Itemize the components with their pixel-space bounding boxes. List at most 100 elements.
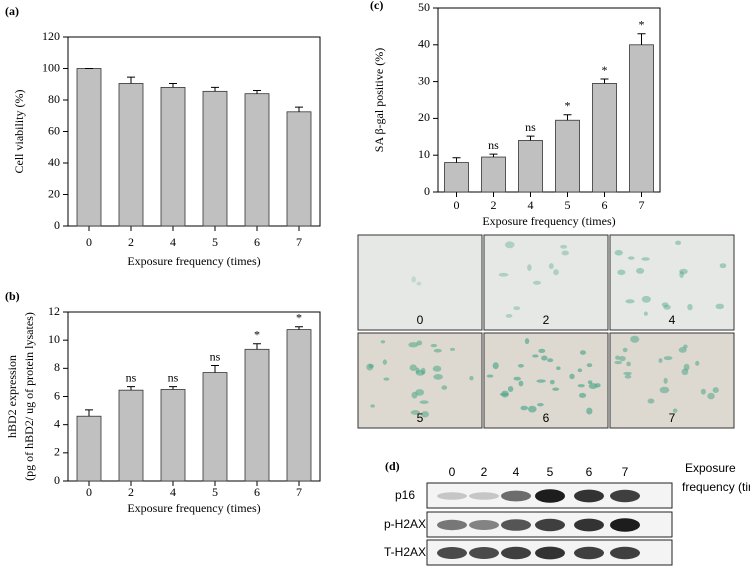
blot-band (469, 492, 499, 500)
stained-cell (715, 303, 725, 310)
error-bar (85, 409, 93, 417)
stained-cell (641, 295, 651, 303)
significance-label: * (254, 327, 260, 341)
stained-cell (659, 386, 670, 394)
blot-band (610, 518, 640, 532)
stained-cell (504, 241, 515, 249)
y-tick-label: 0 (54, 473, 60, 487)
stained-cell (507, 385, 514, 392)
y-tick-label: 80 (48, 92, 60, 106)
blot-band (437, 519, 467, 531)
y-tick-label: 8 (54, 360, 60, 374)
blot-band (610, 489, 640, 503)
stained-cell (577, 368, 583, 373)
micrograph-image (609, 332, 735, 429)
x-tick-label: 5 (212, 485, 218, 499)
stained-cell (553, 269, 559, 276)
bar (286, 111, 312, 227)
stained-cell (594, 383, 601, 388)
x-tick-label: 2 (128, 235, 134, 249)
stained-cell (450, 347, 456, 351)
bar (286, 329, 312, 482)
stained-cell (675, 240, 682, 246)
y-tick-label: 30 (418, 73, 430, 87)
x-tick-label: 4 (170, 235, 176, 249)
bar (202, 90, 228, 227)
y-tick-label: 12 (48, 304, 60, 318)
blot-band (437, 547, 467, 559)
error-bar (452, 157, 461, 163)
x-axis-label: Exposure frequency (times) (127, 501, 260, 515)
stained-cell (681, 368, 689, 376)
micrograph-image (357, 234, 483, 331)
stained-cell (643, 311, 648, 316)
stained-cell (527, 264, 532, 271)
micrograph-label: 0 (417, 313, 424, 327)
x-tick-label: 6 (602, 198, 608, 212)
protein-label: p-H2AX (384, 517, 426, 531)
micrograph-label: 2 (543, 313, 550, 327)
x-tick-label: 0 (454, 198, 460, 212)
bar (76, 68, 102, 227)
error-bar (253, 90, 261, 94)
stained-cell (433, 374, 443, 380)
bar (118, 83, 144, 227)
bar (76, 415, 102, 482)
y-axis-label: hBD2 expression (5, 355, 19, 438)
stained-cell (538, 348, 546, 354)
y-tick-label: 20 (418, 110, 430, 124)
stained-cell (700, 388, 706, 395)
y-tick-label: 10 (48, 332, 60, 346)
stained-cell (528, 405, 537, 413)
stained-cell (625, 299, 635, 304)
x-tick-label: 5 (565, 198, 571, 212)
significance-label: * (602, 63, 608, 77)
error-bar (169, 82, 177, 88)
stained-cell (517, 363, 524, 368)
stained-cell (501, 390, 509, 398)
error-bar (637, 33, 646, 45)
bar (202, 372, 228, 482)
micrograph: 0 (357, 234, 483, 331)
error-bar (295, 326, 303, 330)
error-bar (489, 153, 498, 158)
stained-cell (370, 404, 375, 408)
bar (118, 389, 144, 482)
stained-cell (636, 267, 645, 274)
stained-cell (421, 411, 429, 418)
stained-cell (679, 271, 684, 279)
lane-label: 7 (622, 465, 629, 479)
panel-label: (b) (5, 289, 20, 303)
x-tick-label: 4 (170, 485, 176, 499)
blot-band (535, 489, 565, 503)
x-tick-label: 0 (86, 235, 92, 249)
stained-cell (432, 365, 442, 372)
significance-label: * (639, 18, 645, 32)
significance-label: * (296, 311, 302, 325)
y-tick-label: 60 (48, 123, 60, 137)
y-tick-label: 0 (54, 218, 60, 232)
y-tick-label: 40 (418, 37, 430, 51)
error-bar (563, 114, 572, 121)
panel-label: (c) (370, 0, 383, 12)
blot-band (574, 546, 604, 560)
stained-cell (411, 276, 416, 283)
significance-label: ns (168, 370, 179, 384)
micrograph: 5 (357, 332, 483, 429)
protein-label: p16 (395, 488, 415, 502)
stained-cell (622, 347, 628, 353)
stained-cell (695, 360, 700, 366)
error-bar (211, 365, 219, 373)
stained-cell (560, 244, 568, 249)
plot-frame (67, 311, 321, 482)
stained-cell (672, 408, 678, 413)
x-tick-label: 6 (254, 235, 260, 249)
bar (244, 93, 270, 227)
blot-band (437, 492, 467, 500)
y-tick-label: 40 (48, 155, 60, 169)
error-bar (127, 386, 135, 391)
stained-cell (586, 407, 593, 415)
lane-label: 5 (547, 465, 554, 479)
blot-band (469, 547, 499, 559)
stained-cell (513, 376, 521, 381)
